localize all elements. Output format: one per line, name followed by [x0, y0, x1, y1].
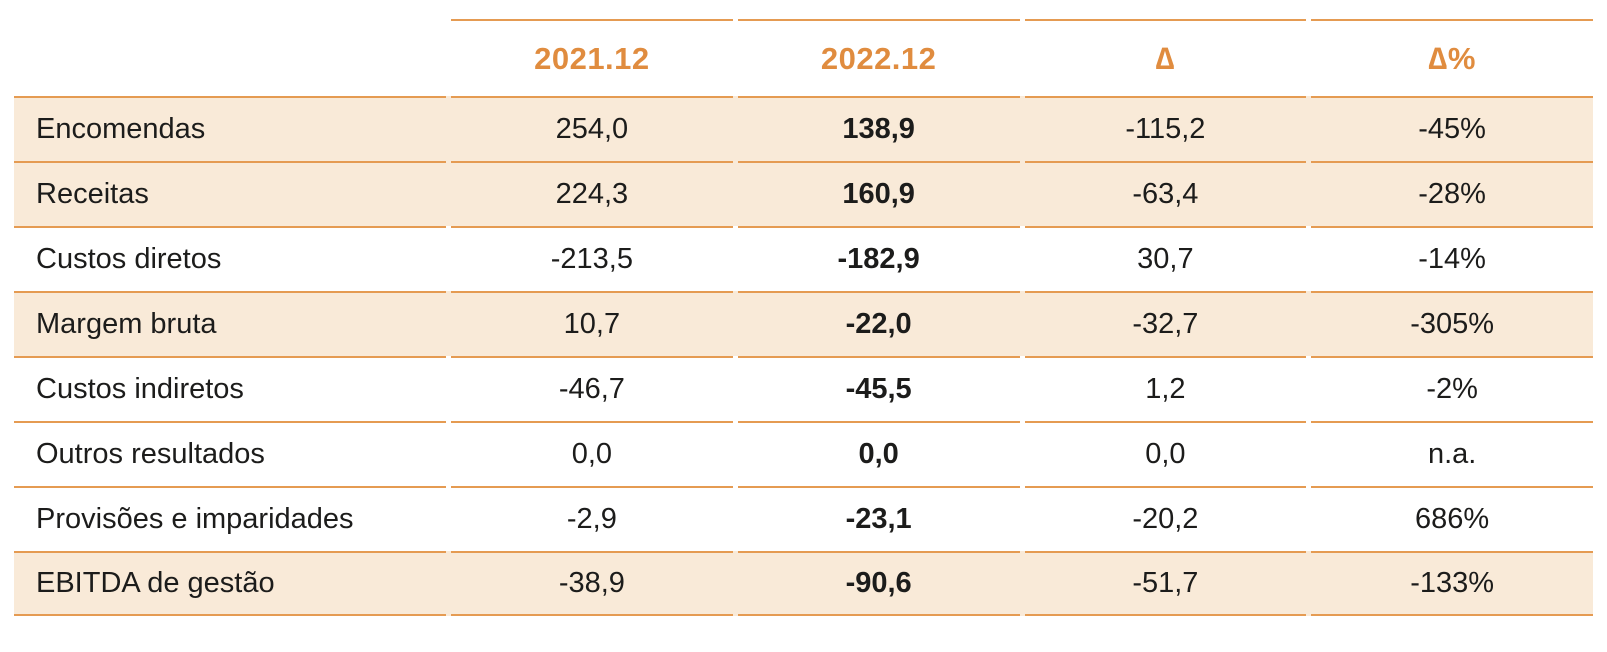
header-empty-cell [14, 19, 446, 96]
value-delta-percent: -2% [1311, 356, 1593, 421]
value-delta-percent: -45% [1311, 96, 1593, 161]
value-2022-12: -22,0 [737, 291, 1020, 356]
row-label: Outros resultados [14, 421, 446, 486]
value-delta-percent: -28% [1311, 161, 1593, 226]
header-delta: ∆ [1024, 19, 1307, 96]
table-row: Outros resultados 0,0 0,0 0,0 n.a. [14, 421, 1593, 486]
row-label: Custos indiretos [14, 356, 446, 421]
table-header-row: 2021.12 2022.12 ∆ ∆% [14, 19, 1593, 96]
header-delta-percent: ∆% [1311, 19, 1593, 96]
value-2022-12: -45,5 [737, 356, 1020, 421]
value-delta: -51,7 [1024, 551, 1307, 616]
value-delta-percent: -305% [1311, 291, 1593, 356]
row-label: Margem bruta [14, 291, 446, 356]
value-delta: -20,2 [1024, 486, 1307, 551]
value-2022-12: -23,1 [737, 486, 1020, 551]
row-label: EBITDA de gestão [14, 551, 446, 616]
value-delta: 30,7 [1024, 226, 1307, 291]
table-row: Encomendas 254,0 138,9 -115,2 -45% [14, 96, 1593, 161]
value-delta-percent: -14% [1311, 226, 1593, 291]
value-2021-12: 0,0 [451, 421, 733, 486]
value-2021-12: 254,0 [451, 96, 733, 161]
value-2022-12: 138,9 [737, 96, 1020, 161]
row-label: Provisões e imparidades [14, 486, 446, 551]
table-row: EBITDA de gestão -38,9 -90,6 -51,7 -133% [14, 551, 1593, 616]
value-2022-12: 0,0 [737, 421, 1020, 486]
value-delta: 1,2 [1024, 356, 1307, 421]
value-delta: -63,4 [1024, 161, 1307, 226]
row-label: Encomendas [14, 96, 446, 161]
value-delta: -115,2 [1024, 96, 1307, 161]
value-delta: 0,0 [1024, 421, 1307, 486]
value-2022-12: -90,6 [737, 551, 1020, 616]
value-delta: -32,7 [1024, 291, 1307, 356]
row-label: Receitas [14, 161, 446, 226]
table-row: Custos diretos -213,5 -182,9 30,7 -14% [14, 226, 1593, 291]
table-row: Custos indiretos -46,7 -45,5 1,2 -2% [14, 356, 1593, 421]
table-row: Receitas 224,3 160,9 -63,4 -28% [14, 161, 1593, 226]
value-2021-12: -213,5 [451, 226, 733, 291]
value-2021-12: -46,7 [451, 356, 733, 421]
value-2021-12: -38,9 [451, 551, 733, 616]
value-delta-percent: -133% [1311, 551, 1593, 616]
value-2022-12: 160,9 [737, 161, 1020, 226]
row-label: Custos diretos [14, 226, 446, 291]
table-row: Margem bruta 10,7 -22,0 -32,7 -305% [14, 291, 1593, 356]
table-row: Provisões e imparidades -2,9 -23,1 -20,2… [14, 486, 1593, 551]
value-delta-percent: 686% [1311, 486, 1593, 551]
value-2021-12: 224,3 [451, 161, 733, 226]
value-2022-12: -182,9 [737, 226, 1020, 291]
value-2021-12: -2,9 [451, 486, 733, 551]
table-body: Encomendas 254,0 138,9 -115,2 -45% Recei… [14, 96, 1593, 616]
header-period-2021-12: 2021.12 [451, 19, 733, 96]
value-2021-12: 10,7 [451, 291, 733, 356]
header-period-2022-12: 2022.12 [737, 19, 1020, 96]
financial-table: 2021.12 2022.12 ∆ ∆% Encomendas 254,0 13… [14, 19, 1593, 616]
value-delta-percent: n.a. [1311, 421, 1593, 486]
